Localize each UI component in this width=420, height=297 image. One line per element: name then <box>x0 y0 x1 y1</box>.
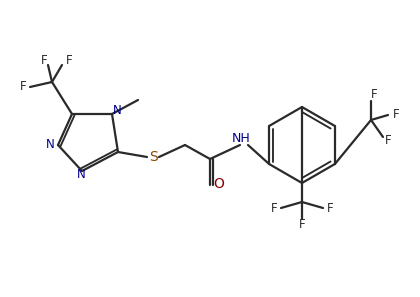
Text: F: F <box>270 201 277 214</box>
Text: F: F <box>371 88 377 100</box>
Text: F: F <box>393 108 399 121</box>
Text: O: O <box>213 177 224 191</box>
Text: F: F <box>385 133 391 146</box>
Text: N: N <box>113 105 121 118</box>
Text: F: F <box>66 53 72 67</box>
Text: S: S <box>149 150 158 164</box>
Text: F: F <box>41 53 47 67</box>
Text: F: F <box>299 219 305 231</box>
Text: N: N <box>76 168 85 181</box>
Text: F: F <box>327 201 333 214</box>
Text: N: N <box>46 138 54 151</box>
Text: F: F <box>20 80 26 94</box>
Text: NH: NH <box>231 132 250 145</box>
